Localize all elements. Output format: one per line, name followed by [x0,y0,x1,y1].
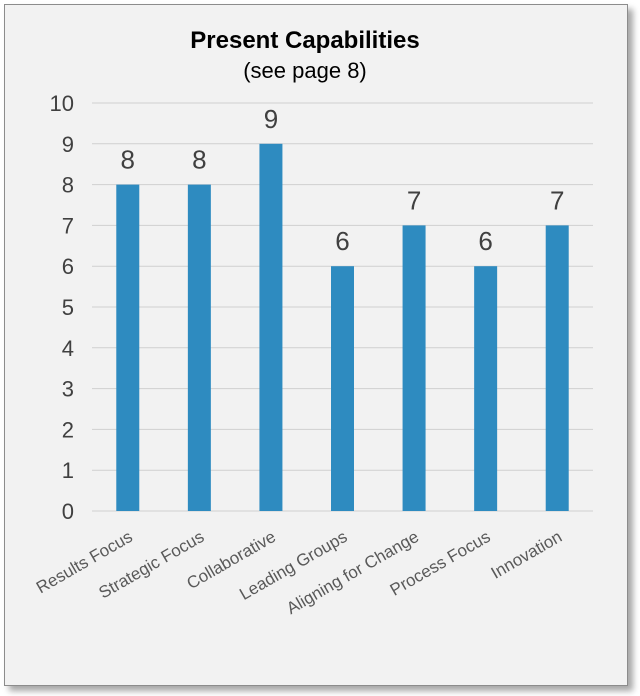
chart-frame [4,4,628,686]
y-tick-label: 3 [62,377,74,402]
data-labels: 8 8 9 6 7 6 7 [121,104,565,256]
bars [116,143,569,512]
bar [259,143,283,512]
bar [116,184,140,511]
y-axis-ticks: 0 1 2 3 4 5 6 7 8 9 10 [50,91,74,524]
y-tick-label: 7 [62,213,74,238]
data-label: 8 [121,145,135,175]
data-label: 8 [192,145,206,175]
bar [331,266,354,511]
chart-title: Present Capabilities [190,27,419,54]
y-tick-label: 1 [62,458,74,483]
data-label: 9 [264,104,278,134]
bar [402,225,426,511]
y-tick-label: 9 [62,132,74,157]
y-tick-label: 5 [62,295,74,320]
data-label: 6 [335,226,349,256]
bar [474,266,498,511]
y-tick-label: 4 [62,336,74,361]
gridlines [92,102,593,512]
category-label: Innovation [488,527,565,583]
y-tick-label: 2 [62,417,74,442]
y-tick-label: 8 [62,173,74,198]
category-label: Aligning for Change [283,527,422,618]
y-tick-label: 6 [62,254,74,279]
data-label: 7 [550,185,564,215]
bar [545,225,569,511]
data-label: 7 [407,185,421,215]
data-label: 6 [478,226,492,256]
chart-subtitle: (see page 8) [243,58,367,83]
y-tick-label: 10 [50,91,74,116]
y-tick-label: 0 [62,499,74,524]
bar [187,184,211,511]
